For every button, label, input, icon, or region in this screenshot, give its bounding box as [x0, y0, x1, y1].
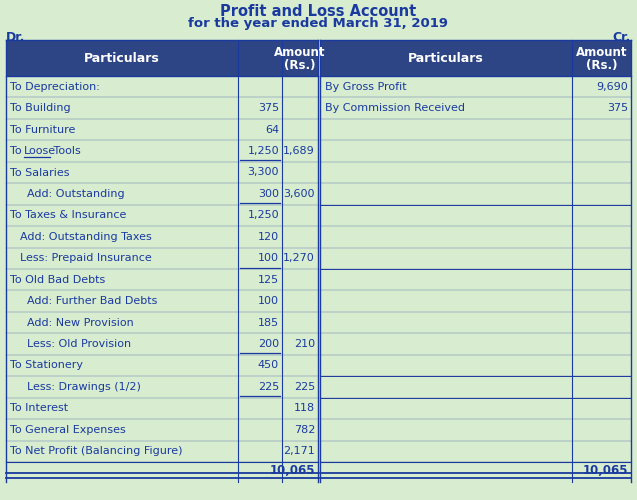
Text: 9,690: 9,690 — [596, 82, 628, 92]
Text: 1,689: 1,689 — [283, 146, 315, 156]
Text: By Gross Profit: By Gross Profit — [325, 82, 406, 92]
Text: 125: 125 — [258, 274, 279, 284]
Text: Add: New Provision: Add: New Provision — [20, 318, 134, 328]
Text: To Stationery: To Stationery — [10, 360, 83, 370]
Text: 450: 450 — [258, 360, 279, 370]
Text: 1,250: 1,250 — [247, 146, 279, 156]
Text: Add: Outstanding: Add: Outstanding — [20, 189, 125, 199]
Text: 2,171: 2,171 — [283, 446, 315, 456]
Text: 10,065: 10,065 — [269, 464, 315, 476]
Text: To Salaries: To Salaries — [10, 168, 69, 177]
Text: 782: 782 — [294, 425, 315, 435]
Text: 375: 375 — [258, 103, 279, 113]
Text: for the year ended March 31, 2019: for the year ended March 31, 2019 — [189, 17, 448, 30]
Text: Dr.: Dr. — [6, 31, 25, 44]
Text: 100: 100 — [258, 254, 279, 264]
Text: 10,065: 10,065 — [582, 464, 628, 476]
Text: Less: Drawings (1/2): Less: Drawings (1/2) — [20, 382, 141, 392]
Text: 64: 64 — [265, 124, 279, 134]
Text: Cr.: Cr. — [613, 31, 631, 44]
Text: Less: Old Provision: Less: Old Provision — [20, 339, 131, 349]
Text: Amount: Amount — [275, 46, 326, 60]
Text: To Building: To Building — [10, 103, 71, 113]
Text: Particulars: Particulars — [84, 52, 160, 64]
Text: 210: 210 — [294, 339, 315, 349]
Text: Add: Outstanding Taxes: Add: Outstanding Taxes — [20, 232, 152, 242]
Bar — [6, 76, 318, 482]
Text: 300: 300 — [258, 189, 279, 199]
Text: To Old Bad Debts: To Old Bad Debts — [10, 274, 105, 284]
Text: 118: 118 — [294, 404, 315, 413]
Bar — [6, 40, 318, 76]
Text: Amount: Amount — [576, 46, 627, 60]
Text: 1,270: 1,270 — [283, 254, 315, 264]
Text: 375: 375 — [607, 103, 628, 113]
Text: To Depreciation:: To Depreciation: — [10, 82, 100, 92]
Text: 120: 120 — [258, 232, 279, 242]
Text: Particulars: Particulars — [408, 52, 484, 64]
Text: To: To — [10, 146, 25, 156]
Text: Add: Further Bad Debts: Add: Further Bad Debts — [20, 296, 157, 306]
Text: 200: 200 — [258, 339, 279, 349]
Text: To Net Profit (Balancing Figure): To Net Profit (Balancing Figure) — [10, 446, 182, 456]
Text: 3,600: 3,600 — [283, 189, 315, 199]
Text: By Commission Received: By Commission Received — [325, 103, 465, 113]
Text: Less: Prepaid Insurance: Less: Prepaid Insurance — [20, 254, 152, 264]
Text: 225: 225 — [258, 382, 279, 392]
Text: (Rs.): (Rs.) — [284, 58, 316, 71]
Text: Profit and Loss Account: Profit and Loss Account — [220, 4, 417, 19]
Bar — [320, 40, 631, 76]
Text: 1,250: 1,250 — [247, 210, 279, 220]
Text: 225: 225 — [294, 382, 315, 392]
Text: (Rs.): (Rs.) — [586, 58, 617, 71]
Bar — [320, 76, 631, 482]
Text: To General Expenses: To General Expenses — [10, 425, 125, 435]
Text: To Taxes & Insurance: To Taxes & Insurance — [10, 210, 126, 220]
Text: 185: 185 — [258, 318, 279, 328]
Text: Loose: Loose — [24, 146, 56, 156]
Text: 3,300: 3,300 — [248, 168, 279, 177]
Text: 100: 100 — [258, 296, 279, 306]
Text: To Interest: To Interest — [10, 404, 68, 413]
Text: Tools: Tools — [50, 146, 81, 156]
Text: To Furniture: To Furniture — [10, 124, 75, 134]
